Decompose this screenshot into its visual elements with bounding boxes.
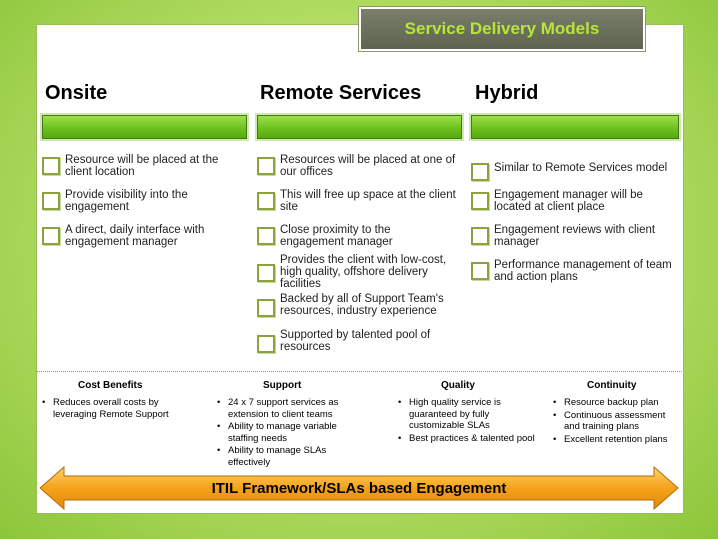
- checkbox-icon: [257, 157, 275, 175]
- column-heading-hybrid: Hybrid: [475, 82, 539, 104]
- checkbox-icon: [257, 299, 275, 317]
- checkbox-icon: [42, 157, 60, 175]
- checkbox-icon: [42, 192, 60, 210]
- benefit-list-quality: High quality service is guaranteed by fu…: [398, 397, 538, 445]
- benefit-heading-cost: Cost Benefits: [78, 380, 143, 391]
- benefit-heading-quality: Quality: [441, 380, 475, 391]
- benefit-list-support: 24 x 7 support services as extension to …: [217, 397, 367, 469]
- benefit-heading-support: Support: [263, 380, 302, 391]
- list-item: Engagement reviews with client manager: [471, 224, 676, 248]
- list-item: Supported by talented pool of resources: [257, 329, 457, 353]
- checkbox-icon: [471, 192, 489, 210]
- list-item: Resource backup plan: [553, 397, 681, 409]
- list-item: Ability to manage SLAs effectively: [217, 445, 367, 468]
- list-item: Resources will be placed at one of our o…: [257, 154, 457, 178]
- benefit-list-cost: Reduces overall costs by leveraging Remo…: [42, 397, 192, 421]
- list-item: Reduces overall costs by leveraging Remo…: [42, 397, 192, 420]
- list-item: Close proximity to the engagement manage…: [257, 224, 457, 248]
- benefit-list-continuity: Resource backup plan Continuous assessme…: [553, 397, 681, 446]
- banner-label: ITIL Framework/SLAs based Engagement: [211, 479, 507, 497]
- section-divider: [36, 371, 682, 372]
- checkbox-icon: [257, 192, 275, 210]
- list-item: 24 x 7 support services as extension to …: [217, 397, 367, 420]
- remote-header-bar: [257, 115, 462, 139]
- column-heading-onsite: Onsite: [45, 82, 108, 104]
- list-item: Best practices & talented pool: [398, 433, 538, 445]
- checkbox-icon: [471, 163, 489, 181]
- list-item: This will free up space at the client si…: [257, 189, 457, 213]
- checkbox-icon: [257, 335, 275, 353]
- list-item: Excellent retention plans: [553, 434, 681, 446]
- hybrid-header-bar: [471, 115, 679, 139]
- list-item: Ability to manage variable staffing need…: [217, 421, 367, 444]
- column-heading-remote-services: Remote Services: [260, 82, 422, 104]
- checkbox-icon: [257, 227, 275, 245]
- list-item: Similar to Remote Services model: [471, 160, 676, 181]
- list-item: Provide visibility into the engagement: [42, 189, 242, 213]
- checkbox-icon: [257, 264, 275, 282]
- list-item: Provides the client with low-cost, high …: [257, 254, 462, 290]
- double-arrow-icon: [39, 466, 679, 510]
- list-item: Engagement manager will be located at cl…: [471, 189, 676, 213]
- list-item: A direct, daily interface with engagemen…: [42, 224, 242, 248]
- list-item: Backed by all of Support Team's resource…: [257, 293, 462, 317]
- list-item: Continuous assessment and training plans: [553, 410, 681, 433]
- onsite-header-bar: [42, 115, 247, 139]
- list-item: Performance management of team and actio…: [471, 259, 676, 283]
- list-item: High quality service is guaranteed by fu…: [398, 397, 538, 432]
- benefit-heading-continuity: Continuity: [587, 380, 637, 391]
- checkbox-icon: [471, 227, 489, 245]
- list-item: Resource will be placed at the client lo…: [42, 154, 242, 178]
- slide-title: Service Delivery Models: [359, 7, 645, 51]
- checkbox-icon: [42, 227, 60, 245]
- itil-banner-arrow: ITIL Framework/SLAs based Engagement: [38, 466, 680, 510]
- checkbox-icon: [471, 262, 489, 280]
